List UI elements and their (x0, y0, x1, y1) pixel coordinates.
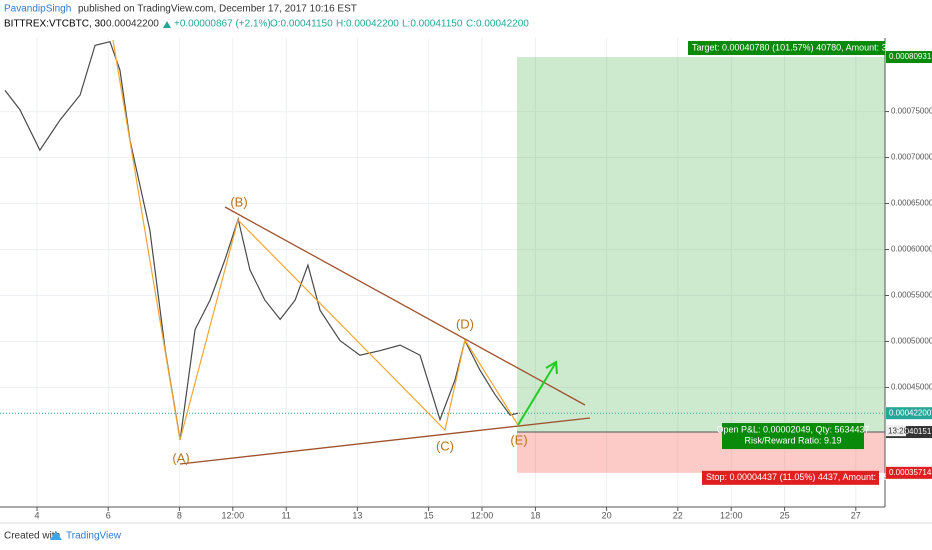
x-tick-label: 12:00 (471, 510, 494, 520)
author[interactable]: PavandipSingh (4, 4, 71, 15)
ohlc: C:0.00042200 (466, 19, 529, 30)
plot (4, 40, 519, 440)
y-tick-label: 0.00070000 (891, 153, 932, 162)
x-tick-label: 6 (106, 510, 111, 520)
footer-brand[interactable]: TradingView (66, 531, 122, 542)
price-tag-label: 0.00080931 (889, 52, 932, 61)
wave-label: (D) (456, 316, 474, 331)
x-tick-label: 12:00 (720, 510, 743, 520)
wave-label: (A) (172, 450, 189, 465)
label-box (702, 470, 879, 485)
y-tick-label: 0.00050000 (891, 337, 932, 346)
stop-label: Stop: 0.00004437 (11.05%) 4437, Amount: … (706, 472, 893, 482)
label-box (688, 41, 885, 56)
y-tick-label: 0.00055000 (891, 291, 932, 300)
ohlc: O:0.00041150 (270, 19, 333, 30)
change: +0.00000867 (+2.1%) (174, 19, 271, 30)
price-tag-label: 0.00042200 (889, 408, 932, 417)
target-label: Target: 0.00040780 (101.57%) 40780, Amou… (692, 42, 909, 52)
x-tick-label: 13 (352, 510, 362, 520)
y-tick-label: 0.00075000 (891, 107, 932, 116)
x-tick-label: 25 (780, 510, 790, 520)
rr-label: Risk/Reward Ratio: 9.19 (744, 435, 841, 445)
arrow-head (545, 360, 558, 375)
logo (50, 531, 62, 540)
x-tick-label: 18 (530, 510, 540, 520)
x-tick-label: 15 (424, 510, 434, 520)
countdown-tag (886, 425, 906, 437)
profit-zone (517, 57, 885, 433)
y-tick-label: 0.00045000 (891, 383, 932, 392)
price-tag (886, 466, 932, 479)
position-boxes (0, 57, 885, 473)
published: published on TradingView.com, December 1… (78, 4, 357, 15)
x-tick-label: 22 (673, 510, 683, 520)
wave-path (112, 39, 519, 441)
price-tag-label: 0.00040151 (889, 427, 932, 436)
x-tick-label: 27 (851, 510, 861, 520)
x-tick-label: 8 (177, 510, 182, 520)
y-tick-label: 0.00060000 (891, 245, 932, 254)
footer-text: Created with (4, 531, 60, 542)
arrow (517, 363, 556, 426)
symbol: BITTREX:VTCBTC, 30 (4, 19, 106, 30)
x-tick-label: 4 (35, 510, 40, 520)
ohlc: L:0.00041150 (402, 19, 463, 30)
up-icon (163, 21, 171, 28)
wave-label: (E) (510, 432, 527, 447)
y-tick-label: 0.00065000 (891, 199, 932, 208)
x-tick-label: 12:00 (222, 510, 245, 520)
last: 0.00042200 (106, 19, 159, 30)
pnl-label: Open P&L: 0.00002049, Qty: 5634437 (716, 424, 869, 434)
price-tag (886, 51, 932, 64)
wave-label: (C) (436, 438, 454, 453)
x-tick-label: 20 (602, 510, 612, 520)
x-tick-label: 11 (282, 510, 291, 520)
ohlc: H:0.00042200 (336, 19, 399, 30)
pnl-box (722, 423, 864, 450)
trend-line (179, 417, 591, 465)
price-line (4, 40, 519, 440)
price-tag-label: 0.00035714 (889, 468, 932, 477)
wave-label: (B) (230, 194, 247, 209)
price-tag (886, 407, 932, 420)
trend-line (224, 206, 586, 406)
overlay: 0.00045000 0.00050000 0.00055000 0.00060000… (35, 41, 932, 520)
countdown: 13:28 (888, 426, 909, 435)
